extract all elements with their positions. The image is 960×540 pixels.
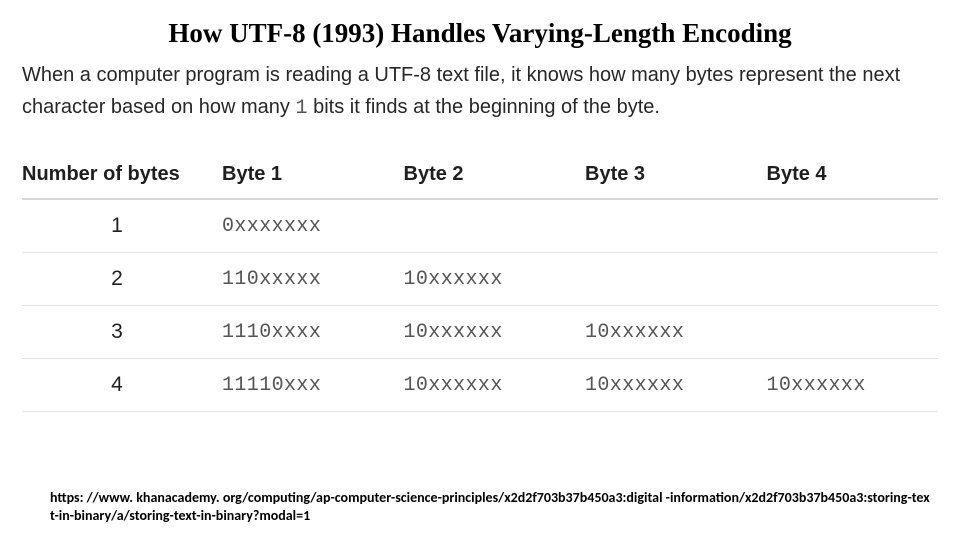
- cell-num: 1: [22, 199, 212, 253]
- cell-byte3: [575, 253, 757, 306]
- cell-byte2: 10xxxxxx: [394, 253, 576, 306]
- cell-byte3: 10xxxxxx: [575, 306, 757, 359]
- cell-byte4: 10xxxxxx: [757, 359, 939, 412]
- lead-post: bits it finds at the beginning of the by…: [308, 96, 660, 118]
- cell-byte1: 1110xxxx: [212, 306, 394, 359]
- slide: How UTF-8 (1993) Handles Varying-Length …: [0, 0, 960, 540]
- utf8-table: Number of bytes Byte 1 Byte 2 Byte 3 Byt…: [22, 153, 938, 412]
- cell-byte3: [575, 199, 757, 253]
- cell-byte2: [394, 199, 576, 253]
- cell-byte2: 10xxxxxx: [394, 306, 576, 359]
- table-row: 4 11110xxx 10xxxxxx 10xxxxxx 10xxxxxx: [22, 359, 938, 412]
- cell-num: 2: [22, 253, 212, 306]
- col-byte-1: Byte 1: [212, 153, 394, 199]
- lead-code-one: 1: [296, 97, 308, 120]
- page-title: How UTF-8 (1993) Handles Varying-Length …: [22, 18, 938, 49]
- col-byte-2: Byte 2: [394, 153, 576, 199]
- cell-byte1: 110xxxxx: [212, 253, 394, 306]
- cell-byte2: 10xxxxxx: [394, 359, 576, 412]
- table-row: 3 1110xxxx 10xxxxxx 10xxxxxx: [22, 306, 938, 359]
- source-url: https: //www. khanacademy. org/computing…: [50, 489, 930, 524]
- cell-num: 3: [22, 306, 212, 359]
- cell-num: 4: [22, 359, 212, 412]
- cell-byte4: [757, 306, 939, 359]
- table-row: 1 0xxxxxxx: [22, 199, 938, 253]
- table-row: 2 110xxxxx 10xxxxxx: [22, 253, 938, 306]
- col-num-bytes: Number of bytes: [22, 153, 212, 199]
- lead-paragraph: When a computer program is reading a UTF…: [22, 59, 938, 125]
- cell-byte4: [757, 199, 939, 253]
- col-byte-3: Byte 3: [575, 153, 757, 199]
- cell-byte3: 10xxxxxx: [575, 359, 757, 412]
- col-byte-4: Byte 4: [757, 153, 939, 199]
- cell-byte1: 11110xxx: [212, 359, 394, 412]
- cell-byte4: [757, 253, 939, 306]
- cell-byte1: 0xxxxxxx: [212, 199, 394, 253]
- table-header-row: Number of bytes Byte 1 Byte 2 Byte 3 Byt…: [22, 153, 938, 199]
